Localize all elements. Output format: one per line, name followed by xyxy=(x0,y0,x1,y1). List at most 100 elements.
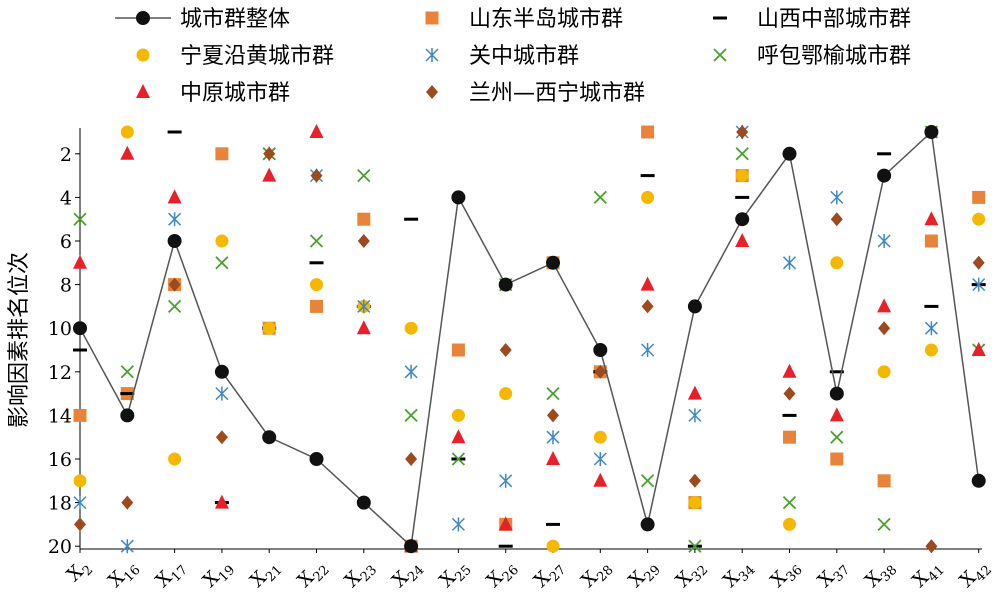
data-point xyxy=(924,234,938,248)
legend-item: 山东半岛城市群 xyxy=(425,7,623,32)
data-point xyxy=(120,145,135,160)
data-point xyxy=(641,299,654,314)
data-point xyxy=(74,517,86,532)
legend-item: 山西中部城市群 xyxy=(713,7,911,32)
data-point xyxy=(971,473,986,488)
data-point xyxy=(73,212,87,226)
y-tick-label: 6 xyxy=(60,231,72,253)
legend-item: 关中城市群 xyxy=(425,44,579,69)
data-point xyxy=(688,539,702,553)
data-point xyxy=(641,125,655,139)
data-point xyxy=(498,516,513,531)
data-point xyxy=(546,386,560,401)
series-0 xyxy=(73,125,986,554)
data-point xyxy=(924,343,938,357)
data-point xyxy=(404,321,418,335)
legend-marker xyxy=(426,85,438,99)
legend-item: 呼包鄂榆城市群 xyxy=(713,44,911,69)
data-point xyxy=(593,472,608,487)
data-point xyxy=(924,321,938,336)
data-point xyxy=(310,299,323,313)
data-point xyxy=(687,385,702,400)
data-point xyxy=(688,473,701,488)
legend-label: 宁夏沿黄城市群 xyxy=(180,44,334,69)
x-tick-label: X22 xyxy=(293,555,333,595)
data-point xyxy=(783,386,796,401)
legend-label: 呼包鄂榆城市群 xyxy=(757,44,911,69)
data-point xyxy=(972,255,985,270)
data-point xyxy=(451,517,465,532)
legend-marker xyxy=(425,48,439,62)
data-point xyxy=(782,255,797,270)
y-tick-label: 16 xyxy=(48,449,72,471)
data-point xyxy=(593,343,608,357)
data-point xyxy=(782,363,797,378)
data-point xyxy=(830,452,844,466)
data-point xyxy=(830,190,844,205)
data-point xyxy=(783,517,796,531)
data-point xyxy=(972,212,986,226)
data-point xyxy=(215,386,229,401)
data-point xyxy=(121,495,134,510)
data-point xyxy=(215,430,228,445)
data-point xyxy=(357,234,370,248)
data-point xyxy=(735,212,750,227)
y-tick-label: 20 xyxy=(48,536,72,558)
data-point xyxy=(73,254,87,269)
data-point xyxy=(120,365,134,379)
x-tick-label: X34 xyxy=(719,555,759,595)
data-point xyxy=(215,256,229,270)
data-point xyxy=(641,190,655,204)
data-point xyxy=(688,496,702,510)
data-point xyxy=(735,233,750,247)
data-point xyxy=(782,146,797,161)
data-point xyxy=(451,452,466,466)
data-point xyxy=(546,430,560,445)
data-point xyxy=(735,169,749,183)
legend-item: 兰州—西宁城市群 xyxy=(426,81,645,106)
x-tick-label: X41 xyxy=(908,555,948,595)
data-point xyxy=(640,517,655,532)
data-point xyxy=(594,364,607,379)
data-point xyxy=(404,539,419,554)
data-point xyxy=(451,190,466,205)
data-point xyxy=(451,343,465,357)
data-point xyxy=(971,342,986,356)
data-point xyxy=(262,321,276,335)
x-tick-label: X2 xyxy=(63,555,97,589)
data-point xyxy=(215,147,229,161)
legend-label: 兰州—西宁城市群 xyxy=(469,81,645,106)
y-tick-label: 14 xyxy=(48,405,72,427)
data-point xyxy=(877,365,891,379)
data-point xyxy=(263,146,276,161)
series-7 xyxy=(74,125,985,554)
data-point xyxy=(735,147,749,161)
data-point xyxy=(924,125,939,139)
data-point xyxy=(782,495,797,510)
data-point xyxy=(167,234,182,248)
x-tick-label: X21 xyxy=(246,555,286,595)
data-point xyxy=(830,212,843,227)
data-point xyxy=(309,234,324,248)
data-point xyxy=(357,299,371,314)
data-point xyxy=(357,212,371,226)
legend-label: 山西中部城市群 xyxy=(757,7,911,32)
data-point xyxy=(878,321,891,336)
data-point xyxy=(546,451,560,465)
data-point xyxy=(451,408,465,422)
data-point xyxy=(309,452,324,466)
data-point xyxy=(877,234,891,248)
legend-marker xyxy=(425,11,439,25)
data-point xyxy=(168,212,182,227)
data-point xyxy=(829,386,844,401)
data-point xyxy=(593,190,607,205)
data-point xyxy=(120,408,135,423)
data-point xyxy=(167,299,182,314)
legend-marker xyxy=(136,84,150,98)
data-point xyxy=(687,299,702,314)
x-tick-label: X29 xyxy=(624,555,664,595)
data-point xyxy=(783,430,796,444)
y-tick-label: 2 xyxy=(60,144,72,166)
legend-label: 关中城市群 xyxy=(469,44,579,69)
